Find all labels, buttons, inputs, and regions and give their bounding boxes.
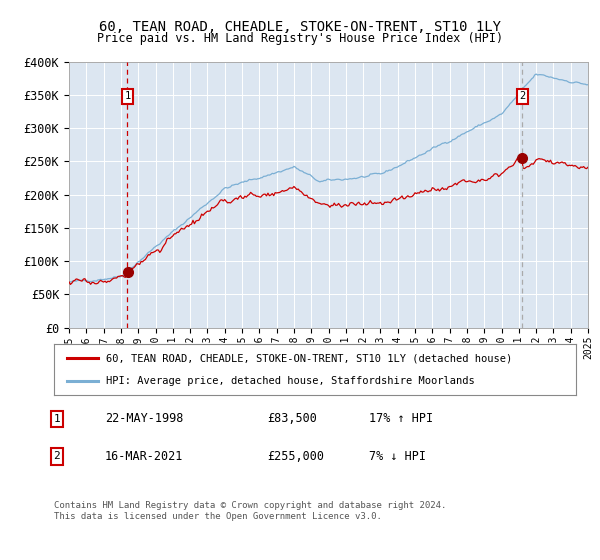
Text: 1: 1 — [53, 414, 61, 424]
Text: 7% ↓ HPI: 7% ↓ HPI — [369, 450, 426, 463]
Text: 22-MAY-1998: 22-MAY-1998 — [105, 412, 184, 426]
Text: 17% ↑ HPI: 17% ↑ HPI — [369, 412, 433, 426]
Text: HPI: Average price, detached house, Staffordshire Moorlands: HPI: Average price, detached house, Staf… — [106, 376, 475, 386]
Text: Contains HM Land Registry data © Crown copyright and database right 2024.
This d: Contains HM Land Registry data © Crown c… — [54, 501, 446, 521]
Text: Price paid vs. HM Land Registry's House Price Index (HPI): Price paid vs. HM Land Registry's House … — [97, 32, 503, 45]
Text: 2: 2 — [519, 91, 526, 101]
Text: 60, TEAN ROAD, CHEADLE, STOKE-ON-TRENT, ST10 1LY (detached house): 60, TEAN ROAD, CHEADLE, STOKE-ON-TRENT, … — [106, 353, 512, 363]
Text: £255,000: £255,000 — [267, 450, 324, 463]
Text: 60, TEAN ROAD, CHEADLE, STOKE-ON-TRENT, ST10 1LY: 60, TEAN ROAD, CHEADLE, STOKE-ON-TRENT, … — [99, 20, 501, 34]
Text: 16-MAR-2021: 16-MAR-2021 — [105, 450, 184, 463]
Text: £83,500: £83,500 — [267, 412, 317, 426]
Text: 1: 1 — [124, 91, 131, 101]
Text: 2: 2 — [53, 451, 61, 461]
